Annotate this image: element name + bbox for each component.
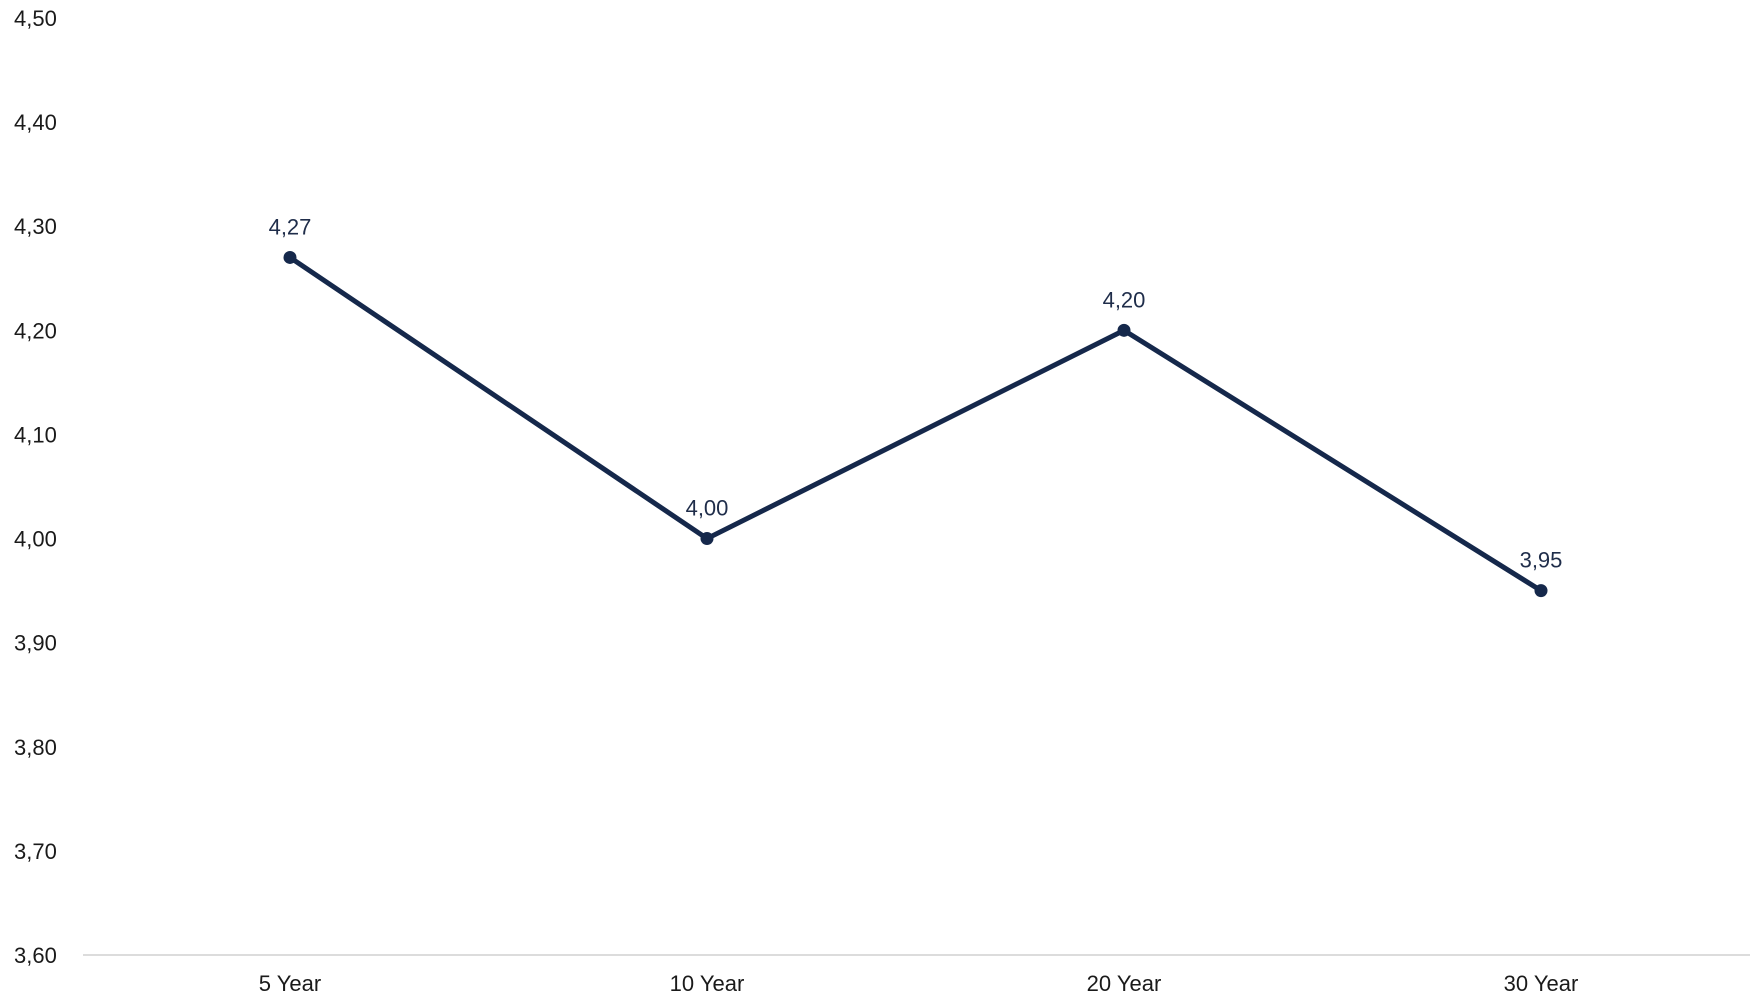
- data-points: [283, 250, 1548, 598]
- x-tick-label: 5 Year: [259, 971, 321, 996]
- data-point: [1117, 323, 1131, 337]
- y-tick-label: 4,30: [14, 214, 57, 239]
- data-point: [1534, 584, 1548, 598]
- y-tick-label: 3,80: [14, 735, 57, 760]
- y-tick-label: 3,90: [14, 631, 57, 656]
- y-tick-label: 4,10: [14, 422, 57, 447]
- x-tick-label: 30 Year: [1504, 971, 1579, 996]
- y-tick-label: 3,60: [14, 943, 57, 968]
- y-tick-label: 4,50: [14, 6, 57, 31]
- data-label: 3,95: [1520, 548, 1563, 573]
- y-tick-label: 4,00: [14, 527, 57, 552]
- data-label: 4,20: [1103, 287, 1146, 312]
- y-tick-label: 3,70: [14, 839, 57, 864]
- data-label: 4,27: [269, 214, 312, 239]
- x-axis-ticks: 5 Year 10 Year 20 Year 30 Year: [259, 971, 1579, 996]
- x-tick-label: 10 Year: [670, 971, 745, 996]
- data-label: 4,00: [686, 496, 729, 521]
- data-point: [283, 250, 297, 264]
- y-axis-ticks: 3,60 3,70 3,80 3,90 4,00 4,10 4,20 4,30 4,40 4,50: [14, 6, 57, 968]
- y-tick-label: 4,20: [14, 318, 57, 343]
- data-point: [700, 532, 714, 546]
- y-tick-label: 4,40: [14, 110, 57, 135]
- series-line: [288, 255, 1543, 593]
- data-labels: 4,27 4,00 4,20 3,95: [269, 214, 1563, 572]
- x-tick-label: 20 Year: [1087, 971, 1162, 996]
